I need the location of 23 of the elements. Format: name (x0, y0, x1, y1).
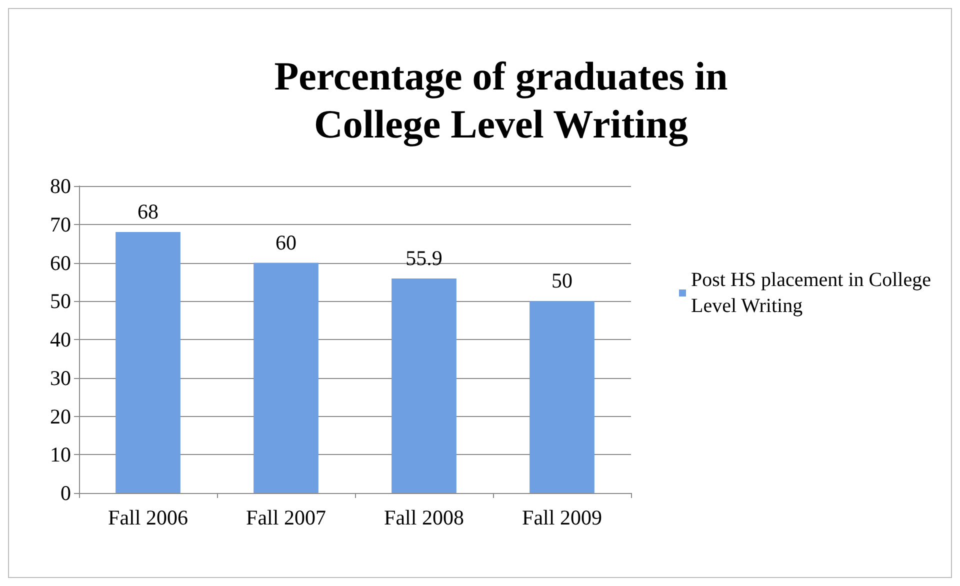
data-label: 50 (552, 268, 572, 293)
y-tick-label: 60 (50, 250, 71, 275)
x-tick-label: Fall 2008 (384, 506, 464, 530)
y-tick-label: 50 (50, 289, 71, 314)
y-tick-label: 80 (50, 174, 71, 198)
x-tick-label: Fall 2007 (246, 506, 326, 530)
legend-label: Post HS placement in College Level Writing (691, 269, 936, 317)
bar (116, 232, 180, 493)
y-tick-label: 70 (50, 212, 71, 236)
x-tick-label: Fall 2006 (108, 506, 188, 530)
y-tick-label: 40 (50, 328, 71, 352)
y-tick-label: 30 (50, 366, 71, 390)
x-tick-label: Fall 2009 (522, 506, 602, 530)
bar (530, 301, 594, 493)
y-tick-label: 10 (50, 442, 71, 467)
chart-title: Percentage of graduates in College Level Writing (274, 54, 728, 146)
y-tick-label: 0 (60, 481, 71, 505)
y-tick-label: 20 (50, 404, 71, 428)
bar (392, 278, 456, 493)
data-label: 68 (138, 200, 158, 224)
bar (254, 262, 318, 493)
data-label: 60 (276, 230, 296, 254)
data-label: 55.9 (406, 246, 442, 270)
